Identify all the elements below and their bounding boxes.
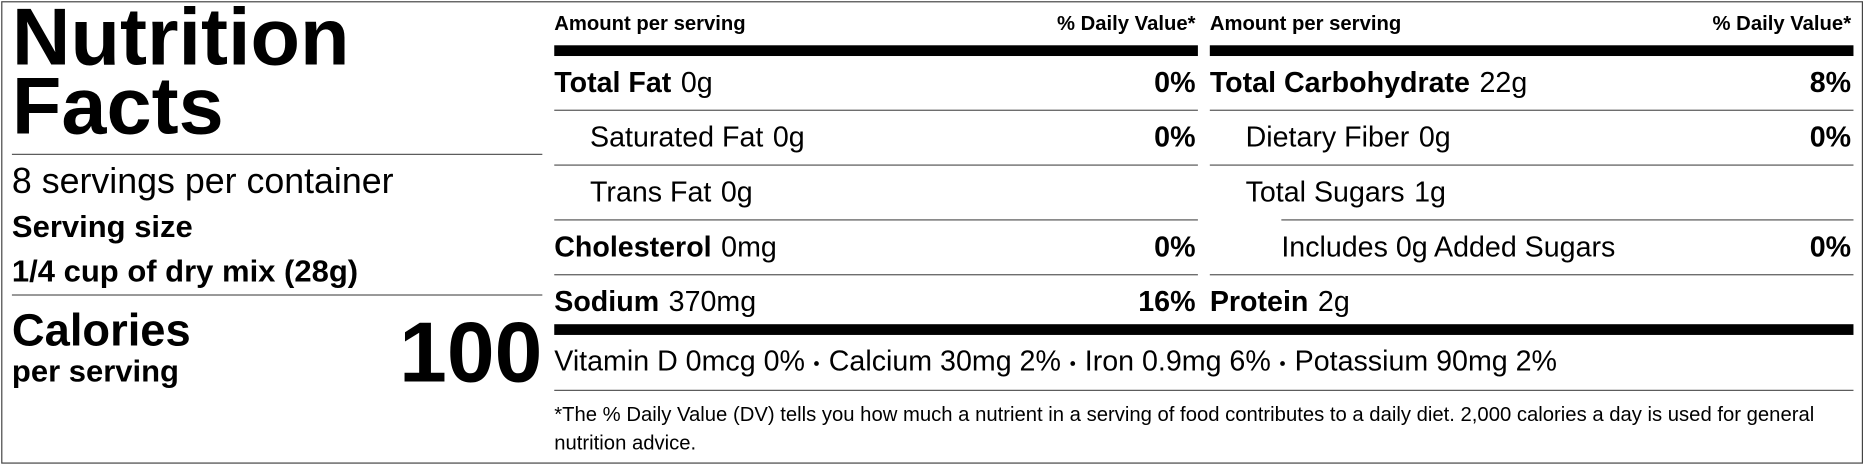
calories: 100 (399, 305, 543, 401)
daily-value: 16% (1138, 286, 1196, 319)
row-divider (554, 109, 1198, 111)
daily-value: 0% (1154, 231, 1196, 264)
serving-size-label: Serving size (11, 208, 193, 245)
nutrient-amount: 0g (720, 176, 753, 209)
nutrient-name: Total Fat (554, 66, 672, 99)
row-divider (1281, 219, 1854, 221)
divider (554, 389, 1854, 391)
vitamin: Potassium 90mg 2% (1294, 345, 1557, 378)
nutrient-name: Total Carbohydrate (1209, 66, 1470, 99)
daily-value: 0% (1809, 121, 1852, 154)
serving-size: 1/4 cup of dry mix (28g) (11, 252, 359, 289)
amount-header: Amount per serving (1209, 11, 1402, 35)
vitamins: Vitamin D 0mcg 0% Calcium 30mg 2% Iron 0.9… (554, 346, 1557, 379)
nutrient-amount: 0g (1418, 121, 1451, 154)
nutrient-row: Total Fat 0g 0% (554, 56, 1198, 111)
nutrient-row: Total Carbohydrate 22g 8% (1210, 56, 1854, 111)
nutrient-name: Dietary Fiber (1245, 121, 1410, 154)
daily-value: 8% (1809, 66, 1852, 99)
nutrient-name: Protein (1209, 286, 1309, 319)
nutrient-amount: 0mg (721, 231, 777, 264)
dv-header: % Daily Value* (1056, 11, 1196, 35)
title: Nutrition Facts (11, 0, 350, 152)
nutrient-row: Sodium 370mg 16% (554, 275, 1198, 330)
nutrient-amount: 0g (772, 121, 805, 154)
row-divider (1209, 164, 1854, 166)
thick-bar (1209, 45, 1854, 57)
nutrient-name: Sodium (554, 286, 660, 319)
calories-sub: per serving (11, 352, 179, 389)
vitamin: Vitamin D 0mcg 0% (554, 345, 805, 378)
footnote: *The % Daily Value (DV) tells you how mu… (554, 402, 1815, 455)
nutrient-amount: 2g (1317, 286, 1350, 319)
row-divider (554, 219, 1198, 221)
separator-dot (1070, 360, 1076, 366)
nutrient-row: Dietary Fiber 0g 0% (1210, 111, 1854, 166)
calories-label: Calories (11, 306, 191, 357)
divider (11, 294, 543, 296)
vitamin: Calcium 30mg 2% (828, 345, 1061, 378)
nutrient-name: Includes 0g Added Sugars (1281, 231, 1616, 264)
dv-header: % Daily Value* (1712, 11, 1852, 35)
nutrient-name: Saturated Fat (590, 121, 764, 154)
nutrient-row: Saturated Fat 0g 0% (554, 111, 1198, 166)
nutrient-amount: 370mg (668, 286, 757, 319)
nutrient-row: Trans Fat 0g (554, 166, 1198, 221)
separator-dot (1280, 360, 1286, 366)
nutrient-row: Includes 0g Added Sugars 0% (1210, 221, 1854, 276)
separator-dot (814, 360, 820, 366)
nutrient-row: Protein 2g (1210, 275, 1854, 330)
nutrient-name: Cholesterol (554, 231, 712, 264)
nutrient-row: Cholesterol 0mg 0% (554, 221, 1198, 276)
vitamin: Iron 0.9mg 6% (1084, 345, 1271, 378)
row-divider (1209, 109, 1854, 111)
nutrient-name: Trans Fat (590, 176, 712, 209)
thick-bar (554, 324, 1854, 335)
daily-value: 0% (1809, 231, 1852, 264)
nutrient-name: Total Sugars (1245, 176, 1405, 209)
nutrient-row: Total Sugars 1g (1210, 166, 1854, 221)
row-divider (554, 274, 1198, 276)
daily-value: 0% (1154, 66, 1196, 99)
nutrient-amount: 22g (1479, 66, 1528, 99)
daily-value: 0% (1154, 121, 1196, 154)
nutrient-amount: 1g (1414, 176, 1446, 209)
amount-header: Amount per serving (554, 11, 746, 35)
nutrient-amount: 0g (680, 66, 713, 99)
row-divider (1209, 274, 1854, 276)
thick-bar (554, 45, 1198, 57)
servings: 8 servings per container (11, 162, 394, 202)
divider (11, 153, 543, 155)
row-divider (554, 164, 1198, 166)
